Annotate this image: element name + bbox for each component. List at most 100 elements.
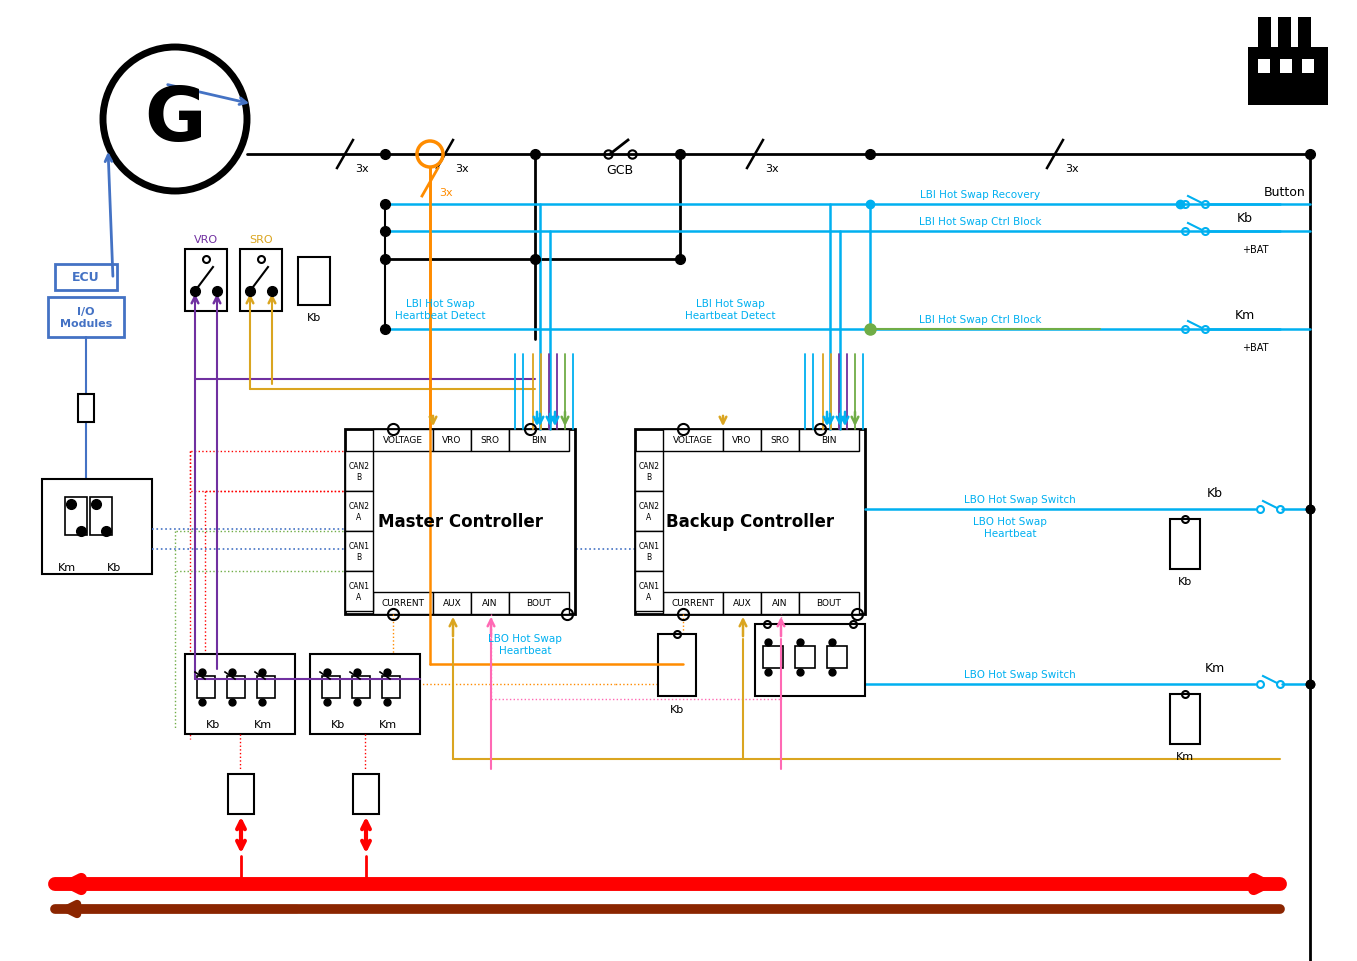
Bar: [826, 647, 847, 668]
Text: Km: Km: [58, 562, 76, 573]
Text: CAN2
A: CAN2 A: [639, 502, 660, 521]
Bar: [65, 498, 87, 535]
Bar: [373, 430, 433, 452]
Bar: [77, 395, 94, 423]
Bar: [635, 430, 864, 614]
Bar: [1301, 60, 1314, 74]
Text: BIN: BIN: [531, 436, 547, 445]
Bar: [471, 430, 509, 452]
Text: CAN2
A: CAN2 A: [349, 502, 369, 521]
Text: Km: Km: [254, 719, 271, 729]
Bar: [345, 452, 373, 491]
Text: VRO: VRO: [733, 436, 752, 445]
Text: LBO Hot Swap
Heartbeat: LBO Hot Swap Heartbeat: [973, 517, 1048, 538]
Text: CAN2
B: CAN2 B: [349, 462, 369, 481]
Text: VOLTAGE: VOLTAGE: [673, 436, 712, 445]
Text: VRO: VRO: [442, 436, 461, 445]
Text: AUX: AUX: [442, 599, 461, 608]
Bar: [228, 775, 254, 814]
Bar: [185, 250, 227, 311]
Text: G: G: [144, 84, 206, 157]
Bar: [1170, 520, 1200, 570]
Bar: [345, 572, 373, 611]
Bar: [256, 677, 275, 699]
Text: SRO: SRO: [771, 436, 790, 445]
Bar: [635, 452, 664, 491]
Bar: [664, 430, 723, 452]
Text: Kb: Kb: [206, 719, 220, 729]
Text: 3x: 3x: [1065, 163, 1079, 174]
Bar: [1170, 694, 1200, 744]
Text: LBO Hot Swap Switch: LBO Hot Swap Switch: [963, 669, 1076, 679]
Text: Kb: Kb: [331, 719, 345, 729]
Text: Km: Km: [1177, 752, 1194, 761]
Bar: [754, 625, 864, 697]
Bar: [47, 298, 123, 337]
Text: LBO Hot Swap
Heartbeat: LBO Hot Swap Heartbeat: [489, 633, 562, 655]
Text: Kb: Kb: [670, 704, 684, 714]
Bar: [723, 430, 761, 452]
Bar: [42, 480, 152, 575]
Bar: [635, 531, 664, 572]
Bar: [761, 592, 799, 614]
Text: CAN1
B: CAN1 B: [639, 542, 660, 561]
Text: GCB: GCB: [607, 164, 634, 178]
Bar: [240, 250, 282, 311]
Text: CAN1
B: CAN1 B: [349, 542, 369, 561]
Text: Kb: Kb: [107, 562, 121, 573]
Bar: [433, 430, 471, 452]
Bar: [373, 592, 433, 614]
Text: Kb: Kb: [1238, 211, 1253, 224]
Text: CAN1
A: CAN1 A: [639, 581, 660, 601]
Bar: [658, 634, 696, 697]
Text: CAN2
B: CAN2 B: [639, 462, 660, 481]
Bar: [1280, 60, 1292, 74]
Text: 3x: 3x: [765, 163, 779, 174]
Bar: [761, 430, 799, 452]
Text: CURRENT: CURRENT: [672, 599, 715, 608]
Text: BOUT: BOUT: [817, 599, 841, 608]
Bar: [299, 258, 330, 306]
Bar: [353, 775, 379, 814]
Bar: [509, 430, 569, 452]
Bar: [795, 647, 816, 668]
Text: Km: Km: [379, 719, 398, 729]
Text: BIN: BIN: [821, 436, 837, 445]
Bar: [322, 677, 341, 699]
Bar: [383, 677, 400, 699]
Text: SRO: SRO: [250, 234, 273, 245]
Text: VOLTAGE: VOLTAGE: [383, 436, 423, 445]
Bar: [1278, 18, 1291, 48]
Bar: [56, 264, 117, 290]
Bar: [509, 592, 569, 614]
Bar: [635, 491, 664, 531]
Text: Master Controller: Master Controller: [377, 513, 543, 530]
Bar: [723, 592, 761, 614]
Bar: [185, 654, 294, 734]
Text: I/O
Modules: I/O Modules: [60, 307, 113, 329]
Text: 3x: 3x: [455, 163, 468, 174]
Bar: [799, 430, 859, 452]
Text: LBO Hot Swap Switch: LBO Hot Swap Switch: [963, 495, 1076, 505]
Bar: [345, 491, 373, 531]
Bar: [1248, 48, 1329, 106]
Bar: [635, 572, 664, 611]
Bar: [345, 430, 575, 614]
Text: LBI Hot Swap
Heartbeat Detect: LBI Hot Swap Heartbeat Detect: [395, 299, 486, 320]
Bar: [227, 677, 246, 699]
Bar: [471, 592, 509, 614]
Bar: [1258, 60, 1270, 74]
Text: AIN: AIN: [482, 599, 498, 608]
Text: +BAT: +BAT: [1242, 245, 1269, 255]
Bar: [664, 592, 723, 614]
Text: BOUT: BOUT: [527, 599, 551, 608]
Text: CAN1
A: CAN1 A: [349, 581, 369, 601]
Bar: [351, 677, 370, 699]
Text: +BAT: +BAT: [1242, 343, 1269, 353]
Text: CURRENT: CURRENT: [381, 599, 425, 608]
Text: 3x: 3x: [356, 163, 369, 174]
Text: Km: Km: [1205, 662, 1225, 675]
Bar: [433, 592, 471, 614]
Text: SRO: SRO: [480, 436, 499, 445]
Bar: [345, 531, 373, 572]
